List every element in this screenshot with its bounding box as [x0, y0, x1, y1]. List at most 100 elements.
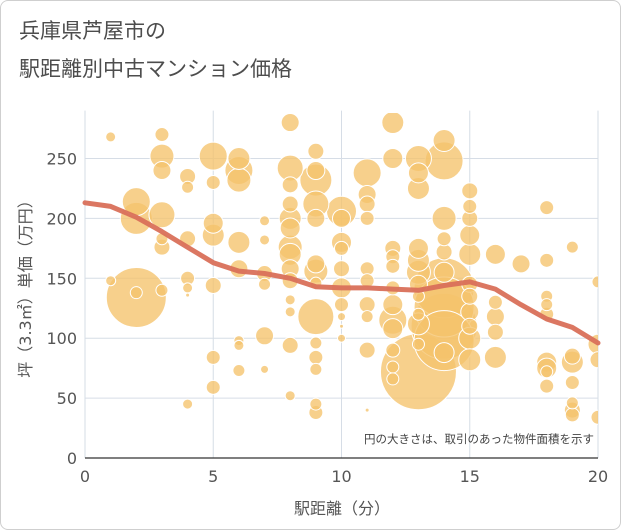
data-bubble: [382, 148, 404, 169]
chart-title-line-1: 兵庫県芦屋市の: [19, 19, 166, 43]
data-bubble: [280, 113, 300, 133]
data-bubble: [260, 364, 270, 374]
data-bubble: [563, 347, 581, 365]
data-bubble: [381, 113, 405, 135]
data-bubble: [386, 360, 400, 374]
data-bubble: [155, 283, 169, 297]
data-bubble: [358, 341, 376, 359]
data-bubble: [232, 364, 246, 378]
data-bubble: [459, 224, 481, 246]
data-bubble: [461, 287, 479, 305]
data-bubble: [461, 317, 479, 335]
data-bubble: [484, 243, 506, 265]
data-bubble: [385, 258, 401, 274]
data-bubble: [255, 326, 275, 346]
data-bubble: [487, 294, 503, 310]
data-bubble: [334, 240, 349, 256]
data-bubble: [309, 336, 323, 350]
data-bubble: [148, 201, 176, 229]
data-bubble: [435, 243, 453, 261]
data-bubble: [591, 275, 598, 289]
data-bubble: [352, 158, 382, 188]
y-tick-label: 150: [46, 269, 77, 288]
data-bubble: [279, 217, 301, 239]
data-bubble: [333, 260, 350, 278]
data-bubble: [539, 378, 555, 394]
data-bubble: [205, 379, 221, 395]
data-bubble: [486, 323, 504, 341]
data-bubble: [564, 375, 580, 391]
data-bubble: [152, 160, 172, 180]
data-bubble: [105, 275, 117, 287]
data-bubble: [411, 307, 425, 321]
data-bubble: [339, 323, 344, 329]
data-bubble: [385, 342, 401, 358]
data-bubble: [511, 254, 531, 274]
data-bubble: [258, 277, 272, 291]
data-bubble: [205, 349, 221, 365]
bubble-size-note: 円の大きさは、取引のあった物件面積を示す: [364, 432, 594, 446]
data-bubble: [411, 337, 425, 351]
data-bubble: [461, 182, 479, 200]
data-bubble: [306, 254, 326, 274]
y-tick-label: 50: [57, 389, 77, 408]
data-bubble: [458, 348, 482, 372]
data-bubble: [281, 336, 299, 354]
y-tick-label: 200: [46, 209, 77, 228]
x-tick-label: 15: [460, 467, 480, 486]
data-bubble: [539, 252, 555, 268]
data-bubble: [284, 306, 296, 318]
x-axis-label: 駅距離（分）: [294, 499, 390, 518]
data-bubble: [386, 372, 400, 386]
data-bubble: [458, 242, 482, 266]
data-bubble: [233, 339, 245, 351]
data-bubble: [358, 195, 376, 213]
data-bubble: [306, 208, 326, 228]
data-bubble: [227, 230, 251, 254]
data-bubble: [129, 286, 143, 300]
data-bubble: [284, 294, 296, 306]
data-bubble: [382, 318, 404, 340]
x-tick-label: 20: [588, 467, 608, 486]
data-bubble: [407, 162, 429, 184]
data-bubble: [483, 345, 507, 369]
data-bubble: [382, 294, 404, 316]
data-bubble: [485, 307, 505, 327]
data-bubble: [539, 200, 555, 216]
data-bubble: [198, 141, 228, 171]
data-bubble: [431, 205, 457, 231]
data-bubble: [205, 174, 221, 190]
data-bubble: [407, 237, 429, 259]
data-bubble: [589, 351, 598, 369]
trend-line: [82, 200, 601, 346]
data-bubble: [337, 333, 346, 343]
data-bubble: [433, 261, 455, 283]
x-tick-label: 10: [331, 467, 351, 486]
data-bubble: [364, 407, 370, 413]
data-bubble: [309, 397, 323, 411]
data-bubble: [540, 365, 554, 379]
data-bubble: [297, 298, 335, 336]
data-bubble: [309, 362, 323, 376]
data-bubble: [565, 396, 579, 410]
data-bubble: [306, 160, 326, 180]
chart-title-line-2: 駅距離別中古マンション価格: [19, 57, 292, 81]
data-bubble: [565, 240, 579, 254]
data-bubble: [307, 142, 325, 160]
data-bubble: [185, 292, 191, 298]
data-bubble: [281, 195, 299, 213]
data-bubble: [154, 127, 170, 143]
data-bubble: [334, 297, 349, 313]
data-bubble: [332, 208, 351, 228]
data-bubble: [432, 129, 456, 153]
data-bubble: [308, 349, 324, 365]
x-tick-label: 0: [80, 467, 90, 486]
y-axis-label: 坪（3.3㎡）単価（万円）: [16, 192, 35, 377]
data-bubble: [182, 398, 194, 410]
bubble-layer: [105, 113, 598, 425]
data-bubble: [564, 407, 580, 423]
data-bubble: [182, 282, 194, 294]
